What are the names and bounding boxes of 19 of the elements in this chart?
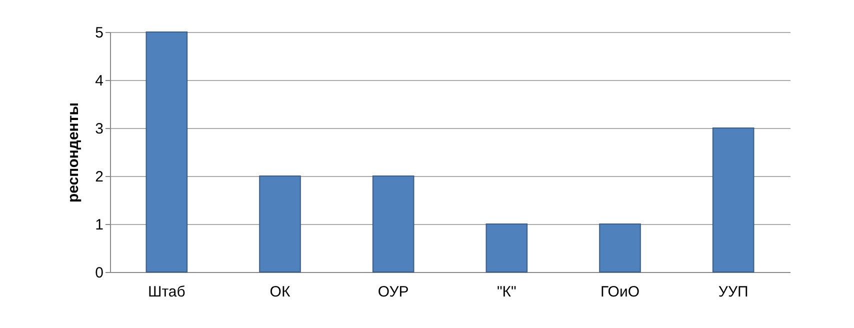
x-tick-label: ОУР	[378, 284, 409, 300]
bar	[599, 224, 641, 272]
bar	[712, 128, 754, 272]
x-tick-label: Штаб	[148, 284, 186, 300]
x-tick-label: УУП	[718, 284, 748, 300]
bar	[146, 32, 188, 272]
y-tick-label: 5	[95, 24, 104, 42]
x-tick-label: ОК	[270, 284, 290, 300]
y-tick-label: 0	[95, 264, 104, 282]
y-tick-label: 1	[95, 216, 104, 234]
y-tick-label: 3	[95, 120, 104, 138]
bar	[486, 224, 528, 272]
bar	[372, 176, 414, 272]
x-tick-label: ГОиО	[600, 284, 640, 300]
y-axis-title: респонденты	[65, 102, 82, 203]
y-tick-label: 4	[95, 72, 104, 90]
y-tick-label: 2	[95, 168, 104, 186]
x-tick-label: "К"	[496, 284, 516, 300]
bar	[259, 176, 301, 272]
